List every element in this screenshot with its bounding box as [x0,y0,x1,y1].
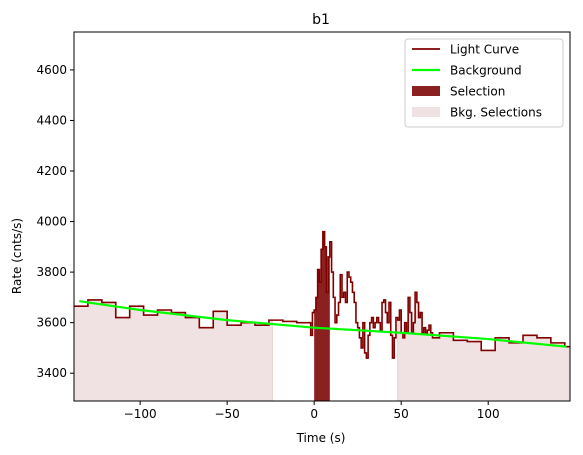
x-tick-label: −100 [124,407,157,421]
legend: Light Curve Background Selection Bkg. Selec… [404,38,564,128]
axes-frame [73,31,571,402]
legend-swatch-selection [412,86,440,96]
x-tick-label: −50 [214,407,239,421]
background-line [79,300,567,348]
x-tick-label: 100 [477,407,500,421]
bkg-selection-region-1 [74,299,273,401]
light-curve-line [74,230,570,359]
legend-box [404,38,564,128]
y-tick-label: 4000 [36,215,67,229]
legend-label-bkg-selections: Bkg. Selections [450,106,542,120]
y-tick-label: 4400 [36,113,67,127]
legend-swatch-bkg-selections [412,107,440,117]
x-tick-label: 0 [310,407,318,421]
x-tick-label: 50 [394,407,409,421]
y-tick-label: 4600 [36,63,67,77]
y-tick-label: 3600 [36,316,67,330]
axes: −100 −50 0 50 100 3400 3600 3800 4000 4200 4400 460… [36,31,571,421]
y-axis-label: Rate (cnts/s) [10,218,24,294]
plot-area [74,230,570,401]
y-tick-label: 3800 [36,265,67,279]
y-tick-label: 4200 [36,164,67,178]
y-tick-label: 3400 [36,366,67,380]
x-axis-label: Time (s) [296,431,346,445]
legend-label-selection: Selection [450,85,505,99]
legend-label-background: Background [450,64,522,78]
legend-label-light-curve: Light Curve [450,43,519,57]
bkg-selection-region-2 [397,291,570,401]
chart-title: b1 [312,12,330,28]
